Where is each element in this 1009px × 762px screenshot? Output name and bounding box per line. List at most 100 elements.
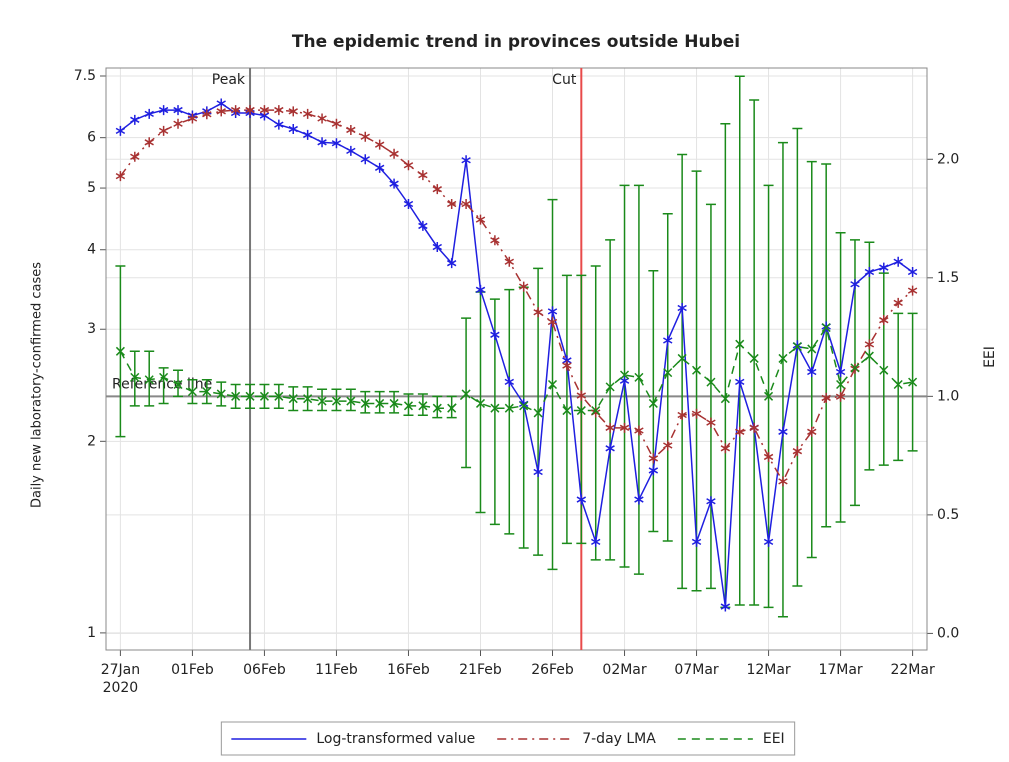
marker <box>518 281 529 292</box>
marker <box>519 401 529 411</box>
marker <box>576 406 586 416</box>
y2-tick-label: 1.0 <box>937 388 959 404</box>
error-bar <box>331 388 342 412</box>
marker <box>374 139 385 150</box>
marker <box>836 379 846 390</box>
marker <box>576 390 587 401</box>
error-bar <box>158 367 169 405</box>
marker <box>418 220 428 231</box>
error-bar <box>705 203 716 590</box>
marker <box>835 367 846 378</box>
y-tick-label: 7.5 <box>74 68 96 84</box>
marker <box>432 403 442 413</box>
marker <box>360 398 370 408</box>
error-bar <box>662 213 673 542</box>
error-bar <box>691 170 702 592</box>
marker <box>619 375 630 386</box>
y-tick-label: 3 <box>87 321 96 337</box>
error-bar <box>129 350 140 407</box>
marker <box>173 118 183 129</box>
marker <box>619 422 630 433</box>
error-bar <box>389 390 400 414</box>
x-tick-label: 26Feb <box>531 662 574 678</box>
marker <box>331 396 341 406</box>
marker <box>418 170 428 181</box>
x-tick-label: 02Mar <box>602 662 646 678</box>
error-bar <box>417 393 428 417</box>
marker <box>461 155 471 166</box>
marker <box>115 125 126 136</box>
marker <box>259 391 269 401</box>
marker <box>677 353 687 363</box>
marker <box>576 494 587 505</box>
marker <box>317 396 327 406</box>
x-year-label: 2020 <box>103 680 139 696</box>
error-bar <box>792 127 803 587</box>
marker <box>432 184 442 195</box>
marker <box>274 105 284 116</box>
error-bar <box>677 153 688 590</box>
marker <box>547 316 558 327</box>
marker <box>907 267 918 278</box>
marker <box>173 105 183 116</box>
marker <box>202 387 212 397</box>
marker <box>158 105 169 116</box>
marker <box>648 465 659 476</box>
error-bar <box>345 388 356 412</box>
marker <box>778 476 788 487</box>
y-tick-label: 4 <box>87 242 96 258</box>
marker <box>461 198 471 209</box>
marker <box>591 406 601 416</box>
error-bar <box>893 312 904 462</box>
y-tick-label: 5 <box>87 180 96 196</box>
marker <box>706 377 716 387</box>
error-bar <box>317 388 328 412</box>
marker <box>792 342 802 352</box>
marker <box>720 443 731 454</box>
error-bar <box>144 350 155 407</box>
marker <box>187 387 197 397</box>
marker <box>605 443 615 454</box>
marker <box>274 119 284 130</box>
x-tick-label: 07Mar <box>674 662 718 678</box>
marker <box>130 114 140 125</box>
y-tick-label: 6 <box>87 130 96 146</box>
marker <box>850 363 860 373</box>
marker <box>864 339 875 350</box>
marker <box>735 426 745 437</box>
marker <box>446 258 457 269</box>
marker <box>447 403 457 413</box>
marker <box>677 302 687 313</box>
x-tick-label: 12Mar <box>746 662 790 678</box>
marker <box>763 536 774 547</box>
chart-title: The epidemic trend in provinces outside … <box>292 32 740 52</box>
marker <box>821 323 831 333</box>
marker <box>144 137 154 148</box>
marker <box>475 214 486 225</box>
marker <box>778 353 788 363</box>
error-bar <box>878 272 889 466</box>
marker <box>418 401 428 411</box>
marker <box>735 339 745 349</box>
marker <box>490 329 500 340</box>
marker <box>446 198 457 209</box>
marker <box>346 396 356 406</box>
marker <box>274 391 284 401</box>
marker <box>864 351 874 361</box>
y-tick-label: 1 <box>87 625 96 641</box>
marker <box>288 106 298 117</box>
marker <box>159 372 169 382</box>
error-bar <box>403 393 414 417</box>
error-bar <box>461 317 472 469</box>
marker <box>475 284 486 295</box>
marker <box>634 372 644 382</box>
marker <box>605 382 615 392</box>
marker <box>893 297 903 308</box>
y2-axis-label: EEI <box>982 346 998 368</box>
marker <box>691 408 702 419</box>
marker <box>374 162 385 173</box>
marker <box>778 426 788 437</box>
x-tick-label: 06Feb <box>243 662 286 678</box>
marker <box>663 335 673 346</box>
